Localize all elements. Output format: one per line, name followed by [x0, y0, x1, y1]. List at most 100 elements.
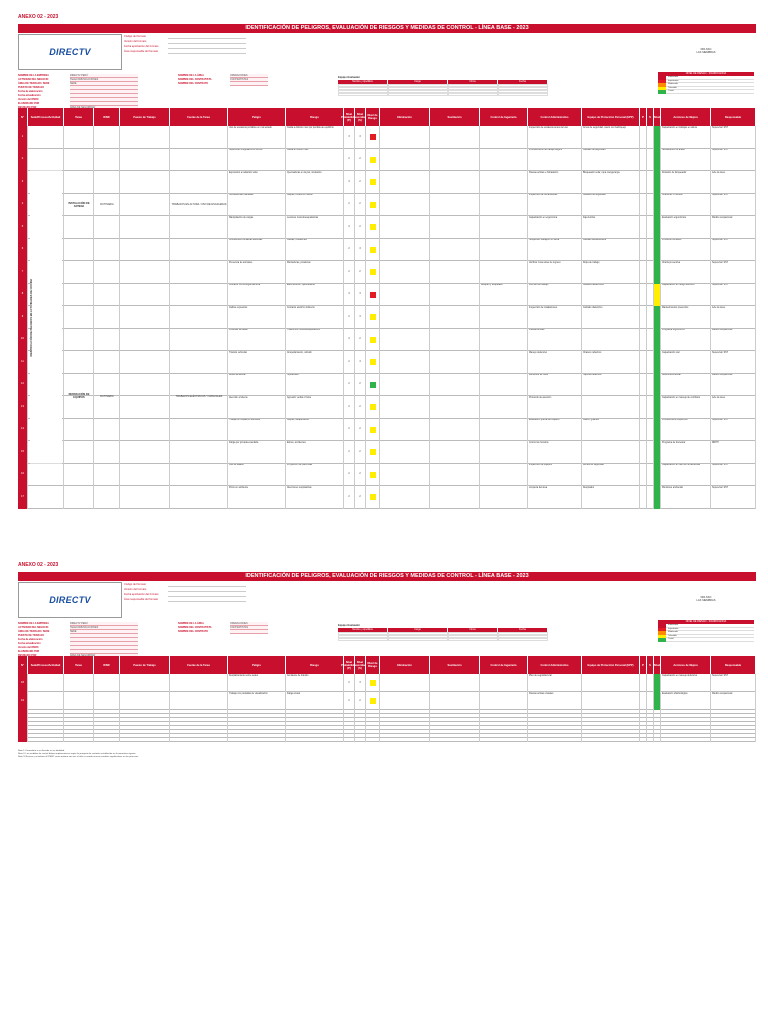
- cell-sust: [430, 351, 480, 374]
- cell-prob: 3: [344, 126, 355, 149]
- risk-level-marker: [369, 179, 376, 186]
- cell-epp: Faja lumbar: [582, 216, 640, 239]
- cell-puesto: [120, 463, 170, 486]
- cell-p2: [640, 261, 647, 284]
- empty-cell: [355, 726, 366, 730]
- info-row: PUESTO DE TRABAJO: [18, 634, 138, 638]
- empty-cell: [18, 710, 28, 714]
- cell-area: [28, 351, 64, 374]
- empty-cell: [344, 718, 355, 722]
- cell-peligro: Posturas forzadas: [228, 328, 286, 351]
- table-row: 6 Condiciones climáticas adversas Caídas, …: [18, 238, 756, 261]
- cell-s2: [647, 193, 654, 216]
- cell-puesto: [120, 486, 170, 509]
- cell-tarea: [64, 193, 94, 216]
- cell-sev: 2: [355, 328, 366, 351]
- cell-riesgo: Atropellamiento, colisión: [286, 351, 344, 374]
- meta-row: Fecha aprobación del formato: [122, 592, 246, 597]
- row-number: 7: [18, 261, 28, 284]
- risk-legend-title: NIVEL DE RIESGO - SIGNIFICANCIA: [658, 72, 754, 76]
- cell-s2: [647, 171, 654, 194]
- cell-acciones: Programa ergonómico: [661, 328, 711, 351]
- cell-nivel: [366, 216, 380, 239]
- empty-cell: [28, 714, 64, 718]
- table-row: 2 Superficies irregulares en techos Caída …: [18, 148, 756, 171]
- empty-cell: [355, 722, 366, 726]
- row-number: 2: [18, 148, 28, 171]
- cell-acciones: Protocolo climático: [661, 238, 711, 261]
- empty-cell: [430, 734, 480, 738]
- cell-sust: [430, 171, 480, 194]
- info-value: DIRECTV PERÚ: [70, 74, 138, 78]
- table-row: 3 Exposición a radiación solar Quemaduras …: [18, 171, 756, 194]
- cell-rutina: [94, 418, 120, 441]
- cell-epp: [582, 328, 640, 351]
- empty-cell: [430, 710, 480, 714]
- cell-s2: [647, 306, 654, 329]
- code-box: DIR-SSO LAS SIEMBRAS: [658, 36, 754, 68]
- cell-epp: Chaleco reflectivo: [582, 351, 640, 374]
- cell-sust: [430, 261, 480, 284]
- empty-cell: [430, 718, 480, 722]
- info-label: REVISADO POR: [18, 654, 70, 658]
- code-line1: DIR-SSO: [700, 48, 712, 51]
- header-tarea: Tarea: [64, 656, 94, 674]
- cell-puesto: [120, 238, 170, 261]
- empty-cell: [661, 734, 711, 738]
- cell-p2: [640, 674, 647, 692]
- empty-cell: [355, 734, 366, 738]
- header-ing: Control de Ingeniería: [480, 656, 528, 674]
- cell-acciones: Procedimiento específico: [661, 418, 711, 441]
- risk-level-marker: [369, 336, 376, 343]
- cell-epp: Calzado dieléctrico: [582, 306, 640, 329]
- empty-cell: [380, 734, 430, 738]
- empty-cell: [582, 718, 640, 722]
- table-row: 11 Tránsito vehicular Atropellamiento, col…: [18, 351, 756, 374]
- cell-peligro: Polvo en ambiente: [228, 486, 286, 509]
- info-value: [70, 642, 138, 646]
- cell-riesgo: Afecciones respiratorias: [286, 486, 344, 509]
- cell-p2: [640, 396, 647, 419]
- cell-tarea: [64, 692, 94, 710]
- empty-cell: [18, 726, 28, 730]
- empty-cell: [654, 718, 661, 722]
- info-value: CONTRATISTAS: [230, 78, 268, 82]
- cell-tarea: [64, 396, 94, 419]
- table-row: 10 Posturas forzadas Trastornos musculoesq…: [18, 328, 756, 351]
- cell-s2: [647, 261, 654, 284]
- info-label: PUESTO DE TRABAJO: [18, 634, 44, 637]
- cell-peligro: Cables expuestos: [228, 306, 286, 329]
- row-number: 15: [18, 441, 28, 464]
- cell-sev: 2: [355, 396, 366, 419]
- code-line2: LAS SIEMBRAS: [696, 51, 716, 54]
- table-row: 9 Cables expuestos Contacto eléctrico indi…: [18, 306, 756, 329]
- empty-cell: [480, 734, 528, 738]
- header-riesgo: Riesgo: [286, 656, 344, 674]
- cell-sev: 2: [355, 486, 366, 509]
- cell-resp: Supervisor SST: [711, 238, 756, 261]
- header-rutina: R/NR: [94, 656, 120, 674]
- empty-cell: [120, 738, 170, 742]
- cell-s2: [647, 283, 654, 306]
- cell-elim: [380, 674, 430, 692]
- cell-resp: Supervisor SST: [711, 486, 756, 509]
- info-left-2: NOMBRE DE LA EMPRESA DIRECTV PERÚ ACTIVIDA…: [18, 622, 138, 658]
- empty-cell: [18, 738, 28, 742]
- cell-riesgo: Contacto eléctrico indirecto: [286, 306, 344, 329]
- cell-peligro: Trabajo en espacios reducidos: [228, 418, 286, 441]
- header-area: Sede/Proceso/Actividad: [28, 108, 64, 126]
- risk-level-marker: [369, 426, 376, 433]
- empty-cell: [430, 738, 480, 742]
- risk-legend-label: Trivial: [666, 638, 754, 642]
- table-header-2: N° Sede/Proceso/Actividad Tarea R/NR Puesto …: [18, 656, 756, 674]
- cell-acciones: Capacitación vial: [661, 351, 711, 374]
- cell-sev: 2: [355, 216, 366, 239]
- empty-cell: [711, 734, 756, 738]
- code-box-2: DIR-SSO LAS SIEMBRAS: [658, 584, 754, 616]
- empty-cell: [366, 734, 380, 738]
- empty-row: [18, 710, 756, 714]
- cell-n2: [654, 351, 661, 374]
- cell-acciones: Charla de 5 minutos: [661, 193, 711, 216]
- cell-nivel: [366, 171, 380, 194]
- empty-cell: [366, 718, 380, 722]
